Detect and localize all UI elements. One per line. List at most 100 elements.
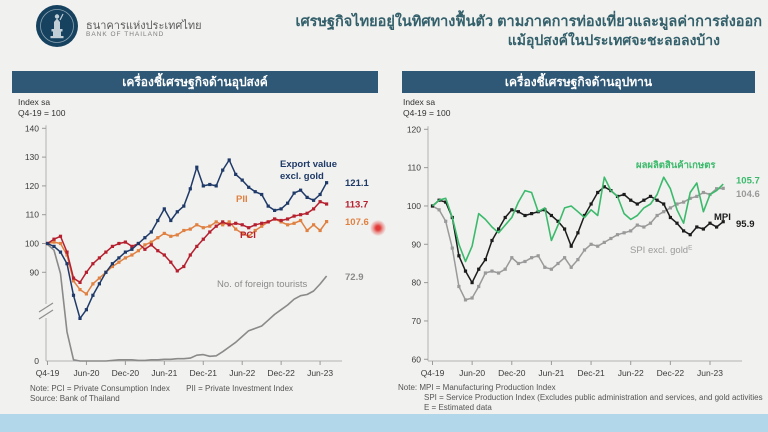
export-value-excl-gold-end-value: 121.1 [345,178,369,189]
export-value-excl-gold-marker [143,236,147,240]
spi-excl-gold-marker [530,256,534,260]
spi-excl-gold-marker [444,219,448,223]
pii-marker [58,241,63,246]
pci-marker [227,223,231,227]
x-tick-label: Dec-21 [577,368,605,378]
mpi-marker [622,192,626,197]
export-value-excl-gold-marker [52,244,56,248]
spi-excl-gold-marker [576,258,580,262]
pii-marker [227,220,231,224]
pci-marker [266,220,270,224]
slide-title-line1: เศรษฐกิจไทยอยู่ในทิศทางฟื้นตัว ตามภาคการ… [295,14,763,30]
pci-marker [149,243,153,247]
mpi-marker [642,198,646,202]
x-tick-label: Q4-19 [421,368,445,378]
mpi-marker [629,198,633,202]
pci-marker [318,200,322,204]
pci-marker [65,250,69,254]
mpi-marker [503,215,507,220]
export-value-excl-gold-marker [78,316,82,320]
mpi-marker [549,213,553,218]
x-tick-label: Jun-22 [618,368,644,378]
spi-excl-gold-marker [695,194,699,198]
y-tick-label: 120 [407,124,421,134]
supply-unit-line2: Q4-19 = 100 [403,108,451,118]
spi-excl-gold-marker [523,259,527,264]
x-tick-label: Dec-21 [190,368,218,378]
x-tick-label: Jun-21 [151,368,177,378]
pci-marker [273,217,277,221]
spi-excl-gold-marker [596,244,600,248]
pii-marker [318,228,322,233]
export-value-excl-gold-marker [188,187,192,191]
pci-marker [91,262,95,266]
mpi-marker [708,221,712,225]
supply-chart-note: Note: MPI = Manufacturing Production Ind… [398,383,763,413]
export-value-excl-gold-marker [292,191,296,195]
x-tick-label: Dec-22 [657,368,685,378]
y-tick-label: 100 [407,201,421,211]
export-value-excl-gold-marker [97,282,101,286]
mpi-marker [497,227,501,231]
spi-excl-gold-marker [721,186,725,190]
x-tick-label: Q4-19 [36,368,60,378]
pii-marker [149,240,153,244]
export-value-excl-gold-marker [266,204,270,208]
mpi-marker [463,269,468,273]
mpi-marker [688,233,692,237]
export-value-excl-gold-marker [156,218,160,223]
spi-excl-gold-marker [682,200,686,204]
y-tick-label: 120 [25,181,39,191]
spi-excl-gold-marker [582,248,587,252]
pii-marker [221,223,225,227]
export-value-excl-gold-marker [279,207,283,211]
export-value-excl-gold-marker [104,270,108,274]
pci-end-value: 113.7 [345,200,368,211]
pci-marker [169,260,173,264]
spi-excl-gold-marker [437,208,441,212]
y-tick-label: 60 [412,354,422,364]
export-value-excl-gold-marker [58,250,63,254]
y-tick-label: 130 [25,152,39,162]
pci-marker [78,280,82,284]
supply-unit-line1: Index sa [403,97,436,107]
pii-marker [305,228,309,233]
supply-panel-header: เครื่องชี้เศรษฐกิจด้านอุปทาน [402,71,755,93]
pii-marker [156,236,160,240]
spi-excl-gold-marker [622,231,626,235]
pii-marker [175,233,179,237]
export-value-excl-gold-marker [195,165,199,169]
spi-excl-gold-marker [490,269,494,273]
pii-marker [84,292,88,296]
pii-marker [52,240,56,244]
export-value-excl-gold-marker [299,188,303,192]
spi-excl-gold-marker [497,271,501,275]
pii-end-value: 107.6 [345,217,369,228]
export-value-excl-gold-marker [214,184,218,188]
mpi-marker [648,194,653,198]
pci-marker [253,223,257,227]
spi-excl-gold-marker [463,298,468,302]
mpi-marker [589,202,593,206]
mpi-marker [569,244,573,248]
pii-marker [182,228,186,233]
axis-break-icon [38,302,54,313]
pci-marker [123,240,127,244]
bot-logo-emblem-icon [37,6,77,46]
y-tick-label: 70 [412,316,422,326]
laser-pointer-dot [370,220,386,236]
pci-marker [175,269,179,273]
export-value-excl-gold-marker [71,293,76,297]
pci-marker [143,247,147,251]
export-value-excl-gold-marker [110,262,114,266]
export-value-excl-gold-marker [123,250,127,254]
supply-note-line3: E = Estimated data [424,403,492,412]
export-value-excl-gold-line [47,159,328,320]
supply-note-line1: Note: MPI = Manufacturing Production Ind… [398,383,556,392]
export-value-excl-gold-marker [201,184,205,188]
export-value-excl-gold-marker [136,241,140,246]
spi-excl-gold-marker [477,284,481,289]
pii-marker [169,234,173,238]
spi-excl-gold-marker [510,256,514,260]
